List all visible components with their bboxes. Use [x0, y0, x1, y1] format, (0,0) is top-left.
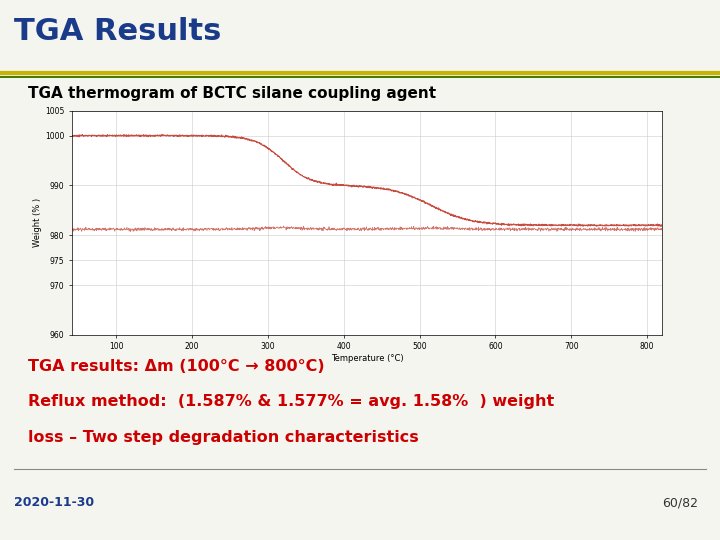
Text: TGA Results: TGA Results: [14, 17, 222, 46]
Text: Reflux method:  (1.587% & 1.577% = avg. 1.58%  ) weight: Reflux method: (1.587% & 1.577% = avg. 1…: [28, 394, 554, 409]
Text: loss – Two step degradation characteristics: loss – Two step degradation characterist…: [28, 430, 419, 445]
X-axis label: Temperature (°C): Temperature (°C): [331, 354, 403, 363]
Text: TGA results: Δm (100°C → 800°C): TGA results: Δm (100°C → 800°C): [28, 359, 325, 374]
Text: TGA thermogram of BCTC silane coupling agent: TGA thermogram of BCTC silane coupling a…: [28, 86, 436, 100]
Y-axis label: Weight (% ): Weight (% ): [33, 198, 42, 247]
Text: 60/82: 60/82: [662, 496, 698, 509]
Text: 2020-11-30: 2020-11-30: [14, 496, 94, 509]
